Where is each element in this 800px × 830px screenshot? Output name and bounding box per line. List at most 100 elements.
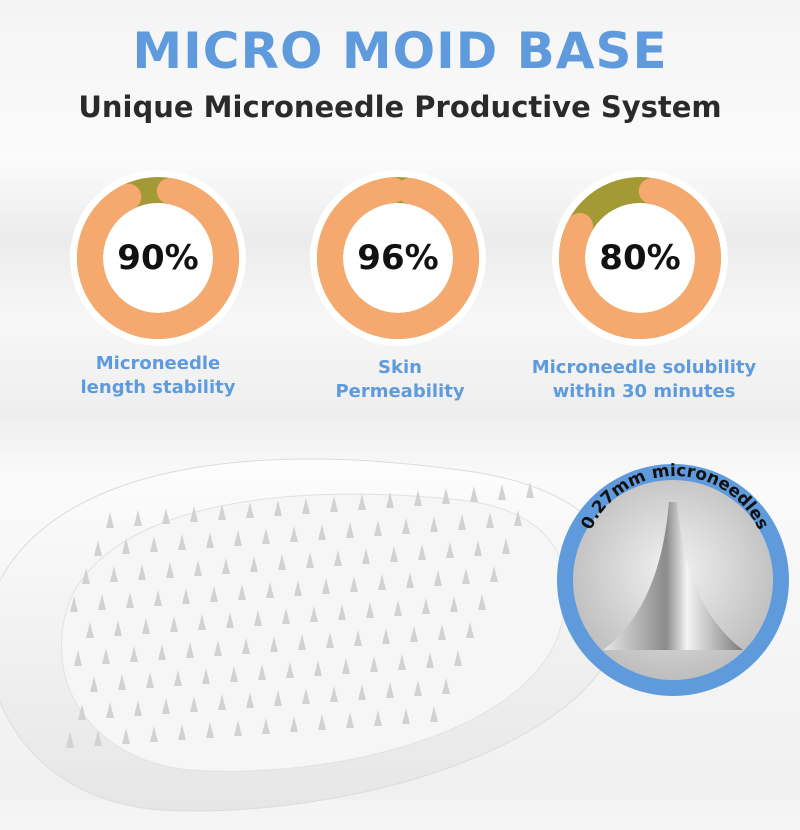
- needle-mark: [246, 502, 254, 518]
- needle-mark: [178, 724, 186, 740]
- needle-mark: [302, 688, 310, 704]
- needle-mark: [250, 556, 258, 572]
- needle-mark: [106, 512, 114, 528]
- needle-mark: [146, 672, 154, 688]
- needle-mark: [330, 686, 338, 702]
- needle-mark: [122, 538, 130, 554]
- needle-mark: [346, 712, 354, 728]
- caption-line: Permeability: [335, 381, 465, 402]
- needle-mark: [210, 586, 218, 602]
- needle-mark: [94, 540, 102, 556]
- needle-mark: [162, 508, 170, 524]
- needle-mark: [254, 610, 262, 626]
- needle-mark: [218, 694, 226, 710]
- stat-caption: Skin Permeability: [270, 356, 530, 404]
- needle-mark: [290, 526, 298, 542]
- needle-mark: [194, 560, 202, 576]
- needle-mark: [422, 598, 430, 614]
- needle-mark: [90, 676, 98, 692]
- needle-mark: [358, 494, 366, 510]
- needle-mark: [314, 660, 322, 676]
- needle-mark: [302, 498, 310, 514]
- needle-mark: [318, 524, 326, 540]
- needle-mark: [70, 596, 78, 612]
- donut-value-arc: [77, 177, 239, 339]
- needle-mark: [418, 544, 426, 560]
- needle-mark: [126, 592, 134, 608]
- needle-mark: [258, 664, 266, 680]
- needle-mark: [102, 648, 110, 664]
- needle-mark: [154, 590, 162, 606]
- stat-caption: Microneedle length stability: [28, 352, 288, 400]
- needle-mark: [150, 726, 158, 742]
- stat-donut-length-stability: 90%: [68, 168, 248, 348]
- needle-mark: [306, 552, 314, 568]
- needle-mark: [202, 668, 210, 684]
- needle-mark: [190, 506, 198, 522]
- needle-mark: [430, 516, 438, 532]
- needle-mark: [142, 618, 150, 634]
- needle-mark: [402, 708, 410, 724]
- needle-mark: [386, 492, 394, 508]
- needle-mark: [206, 532, 214, 548]
- stat-donut-skin-permeability: 96%: [308, 168, 488, 348]
- needle-mark: [486, 512, 494, 528]
- needle-mark: [430, 706, 438, 722]
- needle-mark: [198, 614, 206, 630]
- needle-mark: [374, 710, 382, 726]
- needle-mark: [274, 690, 282, 706]
- needle-mark: [98, 594, 106, 610]
- needle-mark: [294, 580, 302, 596]
- needle-mark: [82, 568, 90, 584]
- needle-mark: [402, 518, 410, 534]
- donut-ring: [310, 170, 486, 346]
- needle-mark: [490, 566, 498, 582]
- needle-mark: [222, 558, 230, 574]
- needle-mark: [66, 732, 74, 748]
- needle-mark: [170, 616, 178, 632]
- needle-mark: [502, 538, 510, 554]
- needle-mark: [282, 608, 290, 624]
- needle-mark: [182, 588, 190, 604]
- needle-mark: [274, 500, 282, 516]
- needle-mark: [374, 520, 382, 536]
- caption-line: Microneedle solubility: [531, 357, 757, 378]
- needle-mark: [526, 482, 534, 498]
- needle-mark: [218, 504, 226, 520]
- needle-mark: [130, 646, 138, 662]
- needle-mark: [86, 622, 94, 638]
- needle-mark: [438, 624, 446, 640]
- needle-mark: [118, 674, 126, 690]
- needle-mark: [94, 730, 102, 746]
- needle-mark: [114, 620, 122, 636]
- needle-mark: [266, 582, 274, 598]
- needle-mark: [178, 534, 186, 550]
- needle-mark: [390, 546, 398, 562]
- needle-mark: [122, 728, 130, 744]
- needle-mark: [206, 722, 214, 738]
- needle-mark: [150, 536, 158, 552]
- needle-mark: [414, 490, 422, 506]
- needle-mark: [286, 662, 294, 678]
- needle-mark: [298, 634, 306, 650]
- needle-mark: [242, 638, 250, 654]
- needle-mark: [230, 666, 238, 682]
- stat-caption: Microneedle solubility within 30 minutes: [514, 356, 774, 404]
- needle-mark: [110, 566, 118, 582]
- donut-value-arc: [559, 177, 721, 339]
- page-subtitle: Unique Microneedle Productive System: [78, 90, 722, 124]
- needle-mark: [450, 596, 458, 612]
- needle-mark: [310, 606, 318, 622]
- needle-mark: [174, 670, 182, 686]
- needle-mark: [426, 652, 434, 668]
- needle-mark: [346, 522, 354, 538]
- needle-mark: [382, 628, 390, 644]
- needle-mark: [370, 656, 378, 672]
- microneedle-closeup-callout: 0.27mm microneedles: [557, 461, 789, 696]
- needle-mark: [262, 718, 270, 734]
- needle-mark: [350, 576, 358, 592]
- needle-mark: [190, 696, 198, 712]
- needle-mark: [446, 542, 454, 558]
- needle-mark: [334, 550, 342, 566]
- needle-mark: [158, 644, 166, 660]
